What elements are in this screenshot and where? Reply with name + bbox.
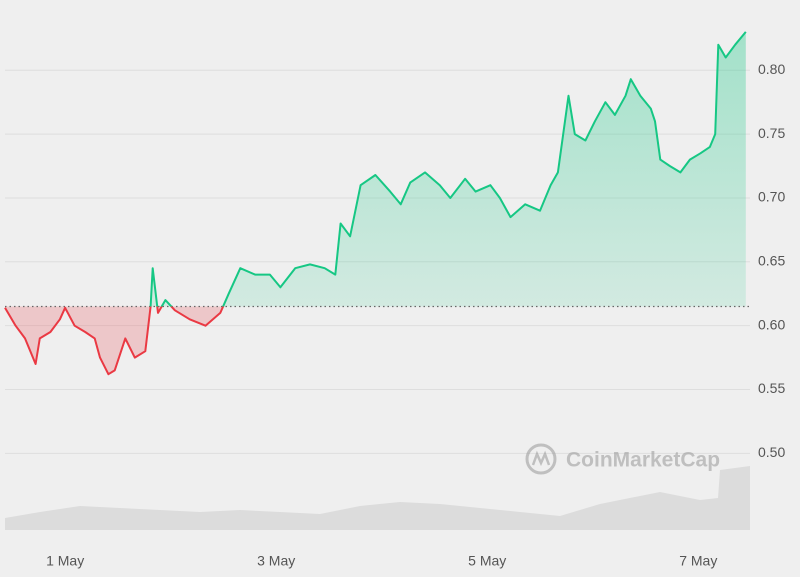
x-tick-label: 1 May: [46, 553, 84, 569]
watermark-logo: [525, 443, 557, 475]
y-tick-label: 0.75: [758, 125, 785, 141]
y-tick-label: 0.55: [758, 380, 785, 396]
x-tick-label: 5 May: [468, 553, 506, 569]
area-down: [5, 306, 224, 375]
x-tick-label: 7 May: [679, 553, 717, 569]
y-tick-label: 0.80: [758, 61, 785, 77]
price-line-up: [149, 31, 747, 307]
watermark-logo-mark: [531, 450, 551, 467]
axes: 0.50 0.55 0.60 0.65 0.70 0.75 0.80 1 May 3 May 5 …: [46, 61, 785, 569]
y-tick-label: 0.60: [758, 316, 785, 332]
price-line-down: [4, 306, 225, 376]
y-tick-label: 0.65: [758, 253, 785, 269]
plot: [4, 31, 750, 376]
y-tick-label: 0.50: [758, 444, 785, 460]
area-up: [5, 31, 746, 307]
volume-area: [5, 466, 750, 530]
x-tick-label: 3 May: [257, 553, 295, 569]
watermark: CoinMarketCap: [525, 443, 720, 475]
watermark-text: CoinMarketCap: [566, 449, 720, 472]
y-tick-label: 0.70: [758, 189, 785, 205]
